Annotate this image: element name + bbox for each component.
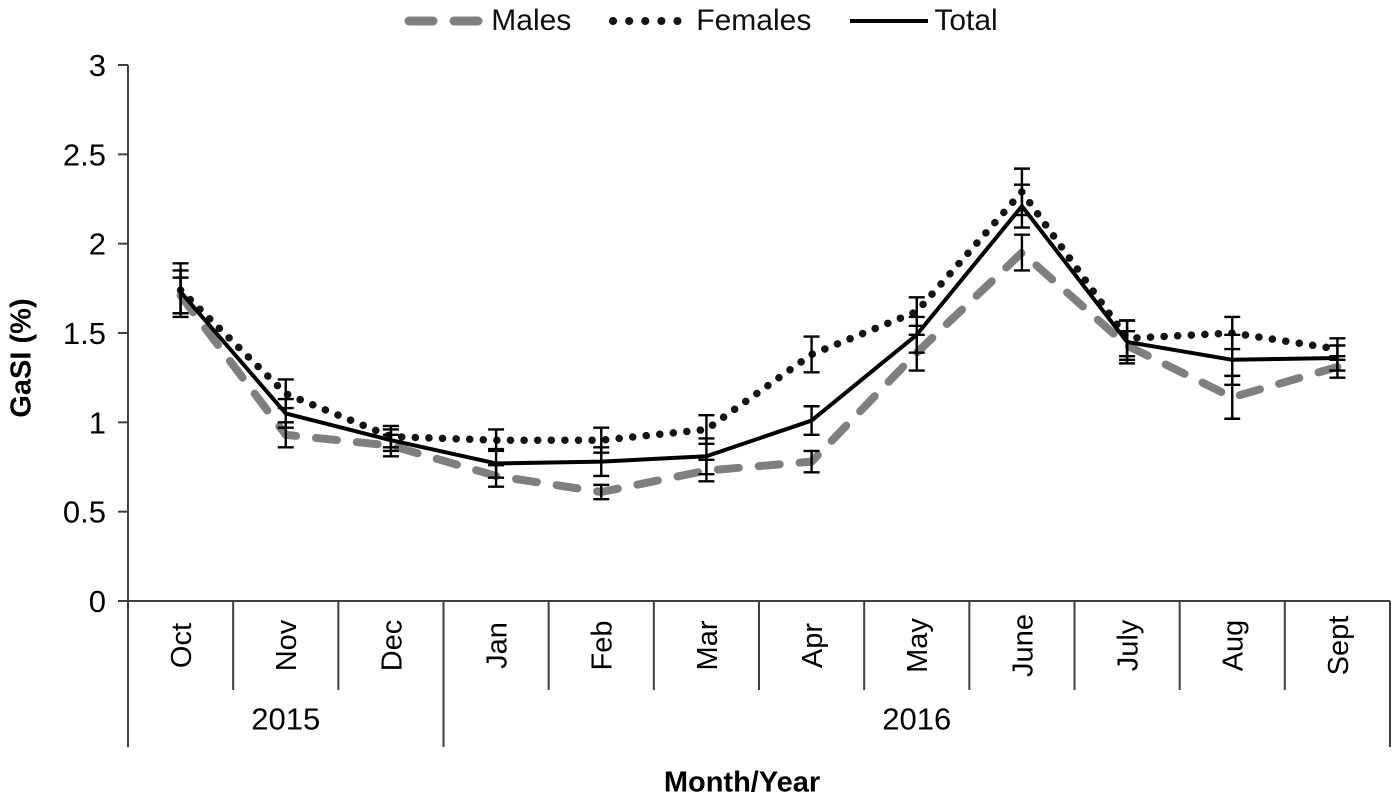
month-label: Oct [166,623,198,668]
females-dotted-line-swatch [609,17,694,25]
y-tick-label: 2.5 [63,137,106,172]
series-line-males [176,248,1342,497]
y-tick-label: 2 [89,227,106,262]
legend-item-males: Males [402,4,571,38]
y-tick-label: 1 [89,405,106,440]
series-line-total [179,204,1338,466]
legend-item-total: Total [847,4,998,38]
legend-label-males: Males [491,4,572,37]
y-tick-label: 0.5 [63,495,106,530]
males-dashed-line-swatch [404,16,486,26]
x-axis-title: Month/Year [663,766,821,799]
month-label: Mar [692,620,724,670]
y-tick-label: 0 [89,584,106,619]
month-label: Sept [1323,616,1355,676]
legend-label-females: Females [696,4,812,37]
year-label: 2015 [251,702,320,737]
month-label: Apr [797,623,829,668]
month-label: Aug [1218,620,1250,672]
month-label: Nov [271,619,303,671]
month-label: Jan [482,622,514,669]
month-label: Feb [587,621,619,671]
y-axis-title: GaSI (%) [5,298,38,418]
series-line-females [176,188,1342,444]
month-label: June [1007,614,1039,677]
legend-item-females: Females [607,4,811,38]
chart-legend: Males Females Total [0,4,1400,38]
month-label: Dec [376,620,408,672]
month-label: July [1113,619,1145,671]
y-tick-label: 1.5 [63,316,106,351]
month-label: May [902,618,934,673]
y-tick-label: 3 [89,48,106,83]
year-label: 2016 [882,702,951,737]
total-solid-line-swatch [850,19,929,23]
legend-label-total: Total [934,4,998,37]
